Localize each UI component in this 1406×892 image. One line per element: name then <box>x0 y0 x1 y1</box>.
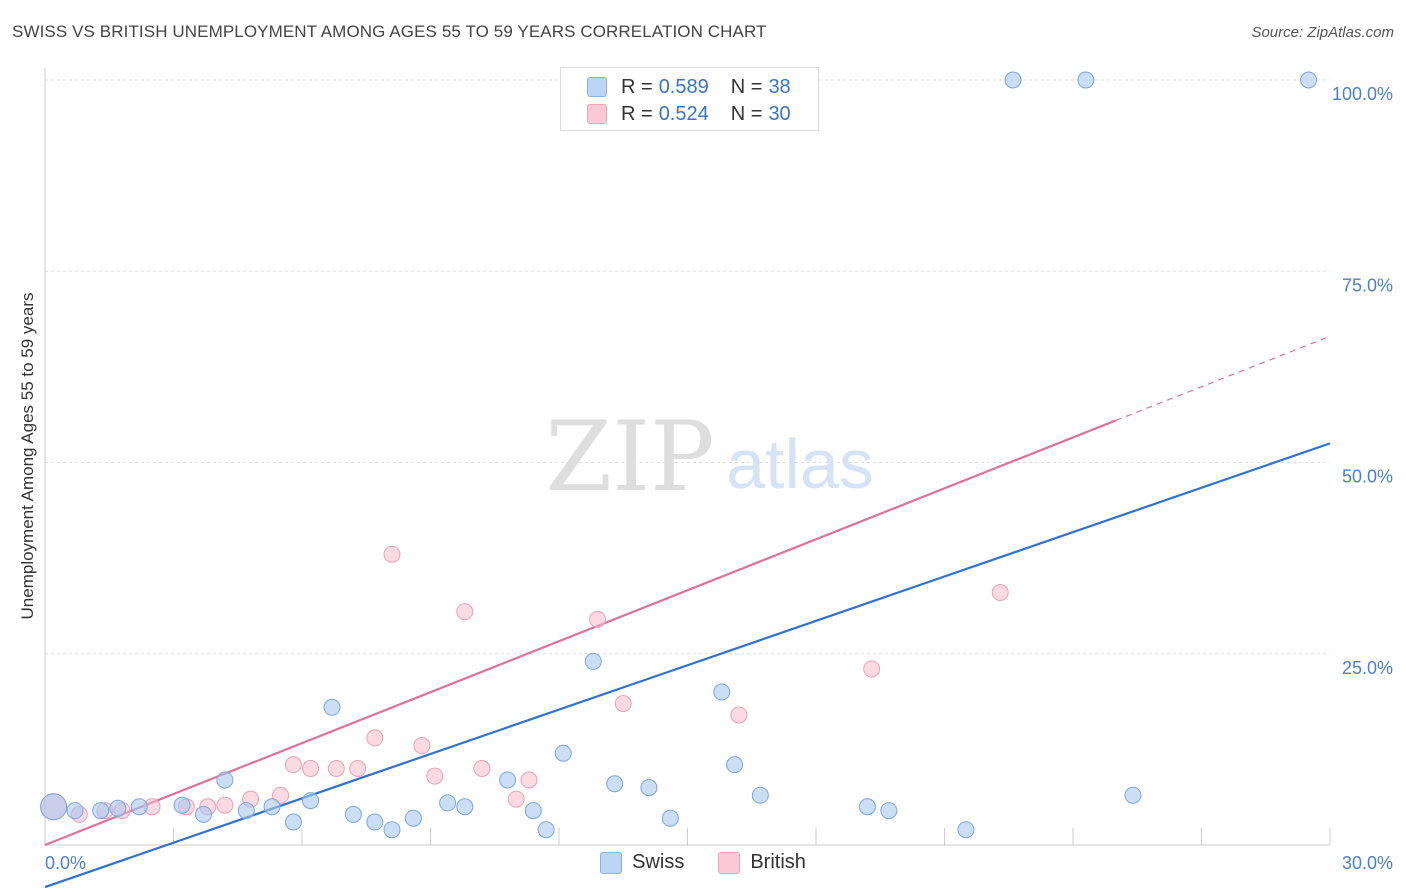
british-n-value: 30 <box>768 102 791 125</box>
swiss-point <box>40 793 68 821</box>
swiss-point <box>1004 71 1022 89</box>
swiss-point <box>751 786 769 804</box>
y-tick-label-2: 75.0% <box>1342 275 1393 295</box>
swiss-point <box>713 683 731 701</box>
chart-title: SWISS VS BRITISH UNEMPLOYMENT AMONG AGES… <box>12 22 767 41</box>
swiss-point <box>726 756 744 774</box>
data-points <box>40 71 1318 839</box>
british-point <box>302 760 320 777</box>
swiss-point <box>584 652 602 670</box>
y-tick-label-0: 25.0% <box>1342 658 1393 678</box>
swiss-trend-line <box>44 442 1331 889</box>
watermark-zip: ZIP <box>545 401 714 513</box>
tick-labels: 25.0% 50.0% 75.0% 100.0% 0.0% 30.0% <box>45 84 1393 873</box>
british-swatch <box>587 104 607 124</box>
grid <box>45 79 1330 655</box>
swiss-point <box>263 798 281 816</box>
swiss-point <box>173 796 191 814</box>
x-tick-label-1: 30.0% <box>1342 853 1393 873</box>
british-point <box>284 756 302 774</box>
correlation-legend: R = 0.589 N = 38 R = 0.524 N = 30 <box>560 67 819 131</box>
swiss-point <box>237 802 255 820</box>
swiss-point <box>344 805 362 823</box>
swiss-point <box>499 771 517 789</box>
swiss-r-value: 0.589 <box>658 75 709 98</box>
british-point <box>383 545 401 563</box>
british-r-label: R = <box>621 102 653 125</box>
watermark: ZIP atlas <box>545 401 874 513</box>
british-point <box>507 790 525 808</box>
swiss-point <box>383 821 401 839</box>
swiss-point <box>606 775 624 793</box>
british-point <box>426 767 444 785</box>
swiss-legend-swatch <box>600 851 623 874</box>
british-legend-label: British <box>750 851 806 873</box>
british-trend-extension <box>1115 335 1331 421</box>
legend-item-british[interactable]: British <box>718 851 806 874</box>
british-point <box>456 603 474 621</box>
swiss-point <box>1124 786 1142 804</box>
swiss-point <box>323 698 341 716</box>
british-point <box>863 660 881 678</box>
swiss-point <box>1300 71 1318 89</box>
legend-item-swiss[interactable]: Swiss <box>600 851 684 874</box>
british-point <box>991 584 1009 602</box>
british-n-label: N = <box>730 102 763 125</box>
y-tick-label-3: 100.0% <box>1332 84 1393 104</box>
swiss-point <box>302 792 320 810</box>
x-tick-label-0: 0.0% <box>45 853 86 873</box>
swiss-legend-label: Swiss <box>632 851 685 873</box>
british-point <box>520 771 538 789</box>
british-legend-swatch <box>718 851 741 874</box>
swiss-point <box>404 809 422 827</box>
swiss-point <box>537 821 555 839</box>
swiss-point <box>456 798 474 816</box>
swiss-n-label: N = <box>730 75 763 98</box>
swiss-r-label: R = <box>621 75 653 98</box>
british-point <box>272 786 290 804</box>
swiss-n-value: 38 <box>768 75 791 98</box>
swiss-point <box>366 813 384 831</box>
swiss-point <box>957 821 975 839</box>
swiss-point <box>640 779 658 797</box>
british-point <box>366 729 384 747</box>
swiss-point <box>284 813 302 831</box>
y-axis-label: Unemployment Among Ages 55 to 59 years <box>18 292 37 620</box>
swiss-point <box>661 809 679 827</box>
swiss-point <box>109 799 127 817</box>
swiss-point <box>130 798 148 816</box>
british-point <box>589 610 607 628</box>
british-point <box>327 760 345 777</box>
british-r-value: 0.524 <box>658 102 709 125</box>
source-label: Source: ZipAtlas.com <box>1251 24 1394 41</box>
axes <box>44 68 1331 846</box>
series-legend: Swiss British <box>0 851 1406 874</box>
swiss-point <box>858 798 876 816</box>
british-point <box>473 760 491 777</box>
legend-row-british: R = 0.524 N = 30 <box>587 102 791 126</box>
swiss-point <box>92 802 110 820</box>
british-point <box>730 706 748 724</box>
swiss-point <box>66 802 84 820</box>
legend-row-swiss: R = 0.589 N = 38 <box>587 75 791 99</box>
swiss-point <box>1077 71 1095 89</box>
swiss-point <box>524 802 542 820</box>
watermark-atlas: atlas <box>726 425 874 503</box>
swiss-point <box>439 794 457 812</box>
swiss-point <box>554 744 572 762</box>
british-point <box>413 737 431 755</box>
swiss-point <box>216 771 234 789</box>
y-tick-label-1: 50.0% <box>1342 467 1393 487</box>
swiss-swatch <box>587 77 607 97</box>
swiss-point <box>194 805 212 823</box>
swiss-point <box>880 802 898 820</box>
british-point <box>349 760 367 777</box>
british-point <box>216 796 234 814</box>
british-point <box>614 694 632 712</box>
